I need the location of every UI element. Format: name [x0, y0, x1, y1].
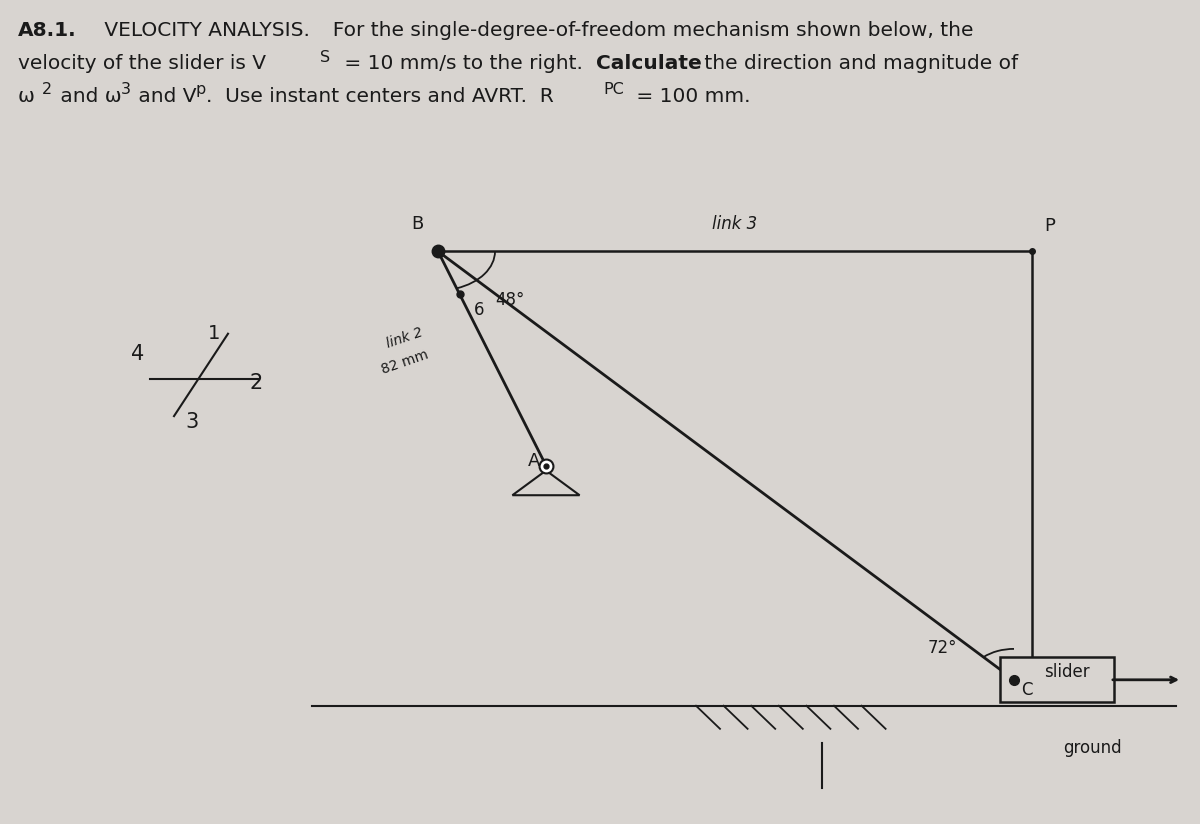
Text: = 100 mm.: = 100 mm.	[630, 87, 750, 105]
Bar	[1000, 658, 1114, 702]
Text: B: B	[412, 215, 424, 233]
Text: C: C	[1021, 681, 1033, 700]
Text: VELOCITY ANALYSIS.: VELOCITY ANALYSIS.	[98, 21, 311, 40]
Text: the direction and magnitude of: the direction and magnitude of	[698, 54, 1019, 73]
Text: ground: ground	[1063, 739, 1121, 756]
Text: p: p	[196, 82, 206, 97]
Text: 3: 3	[121, 82, 131, 97]
Text: ω: ω	[18, 87, 35, 105]
Text: .  Use instant centers and AVRT.  R: . Use instant centers and AVRT. R	[206, 87, 554, 105]
Text: PC: PC	[604, 82, 624, 97]
Text: S: S	[320, 50, 330, 65]
Text: 6: 6	[474, 301, 485, 319]
Text: 48°: 48°	[496, 291, 524, 309]
Text: P: P	[1044, 217, 1055, 235]
Text: 3: 3	[185, 412, 199, 432]
Text: link 3: link 3	[713, 215, 757, 233]
Text: velocity of the slider is V: velocity of the slider is V	[18, 54, 266, 73]
Text: 2: 2	[42, 82, 52, 97]
Text: Calculate: Calculate	[596, 54, 702, 73]
Text: A8.1.: A8.1.	[18, 21, 77, 40]
Text: and V: and V	[132, 87, 197, 105]
Text: link 2: link 2	[385, 325, 425, 350]
Text: 82 mm: 82 mm	[379, 348, 431, 377]
Text: = 10 mm/s to the right.: = 10 mm/s to the right.	[338, 54, 596, 73]
Text: For the single-degree-of-freedom mechanism shown below, the: For the single-degree-of-freedom mechani…	[320, 21, 974, 40]
Text: 72°: 72°	[928, 639, 958, 657]
Text: 2: 2	[250, 373, 263, 393]
Text: 1: 1	[208, 324, 220, 344]
Text: slider: slider	[1044, 662, 1090, 681]
Text: 4: 4	[131, 344, 145, 364]
Text: A: A	[528, 452, 540, 471]
Text: and ω: and ω	[54, 87, 121, 105]
